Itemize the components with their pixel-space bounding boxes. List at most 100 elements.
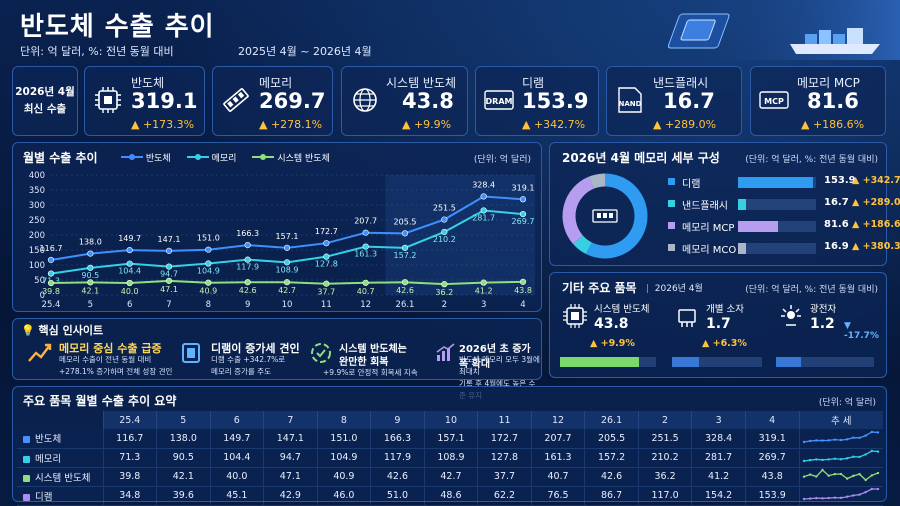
data-point (244, 279, 251, 286)
summary-table-panel: 주요 품목 월별 수출 추이 요약 (단위: 억 달러) 25.4 5 6 7 8 9 10… (12, 386, 887, 506)
y-tick-label: 400 (29, 171, 45, 181)
memory-detail-row: 디램 153.9▲ +342.7% (668, 173, 900, 195)
sparkline-cell (798, 429, 883, 449)
memory-bar-fill (738, 199, 747, 210)
table-cell: 149.7 (209, 429, 264, 449)
data-point (362, 243, 369, 250)
memory-item-name: 메모리 MCP (682, 223, 735, 234)
other-item-value: 1.2 (810, 316, 835, 332)
table-cell: 281.7 (691, 448, 746, 468)
insights-panel: 💡 핵심 인사이트 메모리 중심 수출 급증 메모리 수출이 전년 동월 대비 +… (12, 318, 542, 400)
data-point (47, 256, 55, 264)
monthly-chart-unit: (단위: 억 달러) (473, 155, 531, 165)
data-point (480, 193, 487, 200)
data-point (205, 279, 212, 286)
table-cell: 94.7 (263, 448, 318, 468)
data-point (519, 196, 527, 203)
data-point (401, 230, 409, 237)
data-point (362, 279, 369, 286)
data-label: 161.3 (354, 250, 377, 259)
table-cell: 147.1 (263, 429, 318, 449)
table-row: 메모리 71.3 90.5 104.4 94.7 104.9 117.9 108.9 127.8… (17, 448, 883, 468)
x-tick-label: 2 (442, 300, 447, 310)
table-cell: 108.9 (423, 448, 478, 468)
data-point (283, 279, 291, 286)
legend-swatch (668, 244, 675, 251)
y-tick-label: 50 (34, 276, 45, 286)
growth-chart-icon (28, 343, 52, 362)
data-point (244, 242, 251, 249)
data-point (165, 247, 173, 254)
y-tick-label: 200 (29, 231, 45, 241)
insight-head: 시스템 반도체는 (339, 344, 407, 355)
memory-detail-row: 메모리 MCO 16.9▲ +380.3% (668, 239, 900, 261)
x-tick-label: 9 (245, 300, 250, 310)
data-point (480, 279, 487, 286)
summary-table: 25.4 5 6 7 8 9 10 11 12 26.1 2 3 4 추 세 반도체 116.7 138.0 14… (17, 411, 883, 506)
x-tick-label: 11 (321, 300, 332, 310)
memory-module-icon (592, 209, 618, 223)
row-name-cell: 디램 (17, 486, 103, 506)
monthly-chart-title: 월별 수출 추이 (23, 151, 98, 165)
memory-detail-panel: 2026년 4월 메모리 세부 구성 (단위: 억 달러, %: 전년 동월 대… (549, 142, 900, 266)
memory-detail-row: 낸드플래시 16.7▲ +289.0% (668, 195, 900, 217)
table-cell: 37.7 (477, 467, 532, 487)
svg-text:MCP: MCP (764, 97, 784, 106)
data-label: 151.0 (197, 234, 220, 243)
data-point (165, 277, 173, 284)
y-tick-label: 150 (29, 246, 45, 256)
y-tick-label: 0 (40, 291, 45, 301)
data-label: 37.7 (317, 288, 335, 297)
y-tick-label: 300 (29, 201, 45, 211)
data-label: 207.7 (354, 217, 377, 226)
other-item-bar-fill (672, 357, 699, 367)
memory-item-name: 낸드플래시 (682, 201, 728, 212)
sparkline-cell (798, 448, 883, 468)
data-point (401, 279, 409, 286)
table-cell: 104.9 (316, 448, 371, 468)
data-point (87, 250, 94, 257)
insight-text: 메모리 수출이 전년 동월 대비 +278.1% 증가하며 전체 성장 견인 (59, 355, 173, 376)
chart-legend: 반도체 메모리 시스템 반도체 (121, 151, 330, 164)
chip-illustration-icon (667, 13, 730, 49)
memory-bar-track (738, 199, 816, 210)
table-cell: 172.7 (477, 429, 532, 449)
data-label: 40.9 (199, 287, 217, 296)
kpi-value: 43.8 (402, 89, 454, 113)
table-cell: 166.3 (370, 429, 425, 449)
table-cell: 153.9 (744, 486, 799, 506)
kpi-change: ▲ +278.1% (259, 118, 323, 131)
kpi-name: 메모리 MCP (797, 76, 860, 90)
kpi-label-card: 2026년 4월 최신 수출 (12, 66, 78, 136)
summary-unit: (단위: 억 달러) (818, 398, 876, 408)
data-label: 39.8 (42, 287, 60, 296)
table-cell: 154.2 (691, 486, 746, 506)
chip-icon (563, 304, 587, 328)
other-item-change: ▲ +6.3% (702, 338, 747, 349)
table-header-cell: 8 (316, 411, 371, 429)
data-label: 149.7 (118, 234, 141, 243)
table-header-cell (17, 411, 103, 429)
data-label: 205.5 (394, 217, 417, 226)
header-illustration (640, 0, 900, 60)
x-tick-label: 7 (166, 300, 171, 310)
x-tick-label: 6 (127, 300, 132, 310)
table-cell: 42.9 (263, 486, 318, 506)
data-label: 42.7 (278, 286, 296, 295)
memory-module-icon (223, 88, 249, 112)
row-color-swatch (23, 455, 30, 463)
insight-head: 디램이 증가세 견인 (211, 342, 300, 355)
kpi-change: ▲ +186.6% (801, 118, 865, 131)
data-point (205, 246, 212, 253)
table-cell: 36.2 (637, 467, 692, 487)
kpi-name: 반도체 (131, 76, 165, 90)
y-tick-label: 100 (29, 261, 45, 271)
table-cell: 104.4 (209, 448, 264, 468)
summary-title: 주요 품목 월별 수출 추이 요약 (23, 394, 177, 408)
recovery-icon (311, 343, 331, 363)
data-label: 40.7 (357, 287, 375, 296)
table-header-trend: 추 세 (798, 411, 883, 429)
table-header-cell: 7 (263, 411, 318, 429)
data-label: 108.9 (276, 265, 299, 274)
mcp-icon: MCP (759, 91, 789, 109)
